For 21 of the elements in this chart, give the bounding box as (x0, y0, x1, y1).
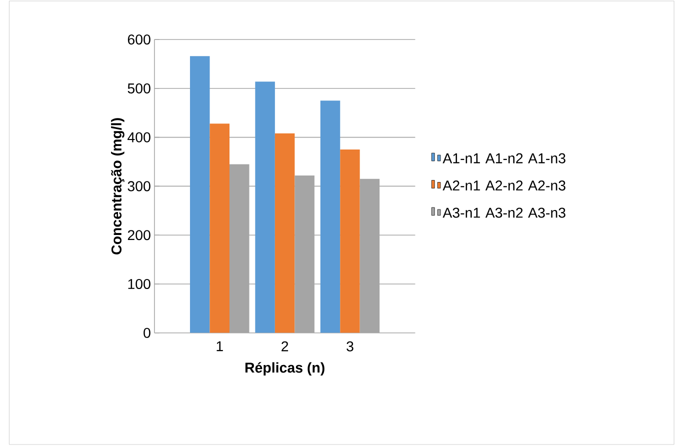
bar (320, 100, 340, 334)
y-tick-label: 500 (128, 84, 150, 94)
y-tick-label: 600 (128, 34, 150, 45)
x-tick-label: 2 (282, 342, 288, 352)
bar (210, 124, 230, 334)
y-tick-label: 100 (128, 279, 150, 290)
y-tick-label: 300 (128, 181, 150, 192)
legend-label: A3-n1 A3-n2 A3-n3 (442, 208, 566, 218)
y-tick-label: 400 (128, 132, 150, 143)
y-axis-title: Concentração (mg/l) (111, 118, 124, 255)
legend-label: A2-n1 A2-n2 A2-n3 (442, 180, 566, 191)
y-tick-label: 200 (128, 230, 150, 240)
bar (340, 150, 360, 334)
legend-label: A1-n1 A1-n2 A1-n3 (442, 154, 566, 164)
bar (274, 134, 295, 334)
y-tick-label: 0 (144, 328, 150, 338)
x-tick-label: 3 (346, 342, 354, 352)
bar (190, 56, 210, 334)
x-axis-title: Réplicas (n) (245, 362, 324, 376)
x-tick-label: 1 (216, 342, 223, 352)
bar (255, 82, 275, 334)
